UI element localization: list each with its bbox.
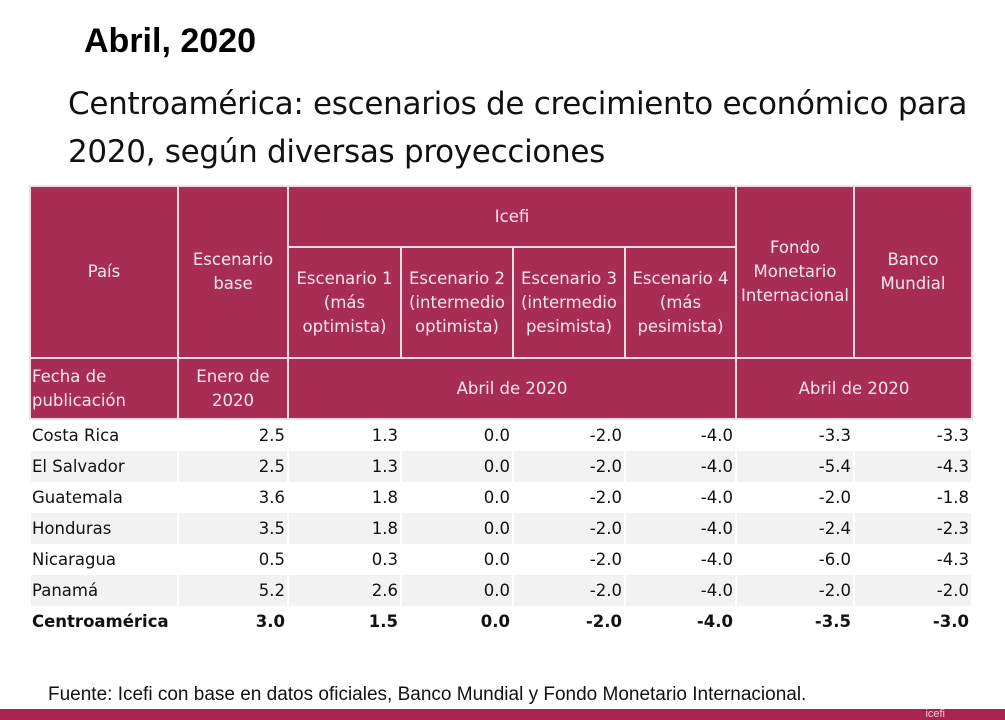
cell-e1: 0.3 xyxy=(287,544,402,575)
header-escenario-3: Escenario 3 (intermedio pesimista) xyxy=(512,246,626,359)
cell-country: Honduras xyxy=(29,513,179,544)
cell-e4: -4.0 xyxy=(624,544,737,575)
total-cell-e2: 0.0 xyxy=(400,606,514,637)
cell-e4: -4.0 xyxy=(624,482,737,513)
cell-e3: -2.0 xyxy=(512,544,626,575)
cell-country: Panamá xyxy=(29,575,179,606)
cell-fmi: -3.3 xyxy=(735,419,855,451)
total-cell-e1: 1.5 xyxy=(287,606,402,637)
cell-e2: 0.0 xyxy=(400,544,514,575)
cell-e1: 1.8 xyxy=(287,513,402,544)
cell-e2: 0.0 xyxy=(400,451,514,482)
total-cell-base: 3.0 xyxy=(177,606,289,637)
table-row: El Salvador 2.5 1.3 0.0 -2.0 -4.0 -5.4 -4.3 xyxy=(29,451,973,482)
source-note: Fuente: Icefi con base en datos oficiale… xyxy=(48,684,807,705)
publication-date-intl: Abril de 2020 xyxy=(735,357,973,420)
cell-bm: -2.0 xyxy=(853,575,973,606)
cell-fmi: -2.0 xyxy=(735,575,855,606)
header-escenario-2: Escenario 2 (intermedio optimista) xyxy=(400,246,514,359)
cell-country: Guatemala xyxy=(29,482,179,513)
cell-e4: -4.0 xyxy=(624,575,737,606)
cell-country: Nicaragua xyxy=(29,544,179,575)
cell-fmi: -5.4 xyxy=(735,451,855,482)
cell-e3: -2.0 xyxy=(512,419,626,451)
cell-e3: -2.0 xyxy=(512,482,626,513)
cell-e3: -2.0 xyxy=(512,575,626,606)
cell-e1: 1.3 xyxy=(287,451,402,482)
cell-bm: -4.3 xyxy=(853,451,973,482)
cell-base: 0.5 xyxy=(177,544,289,575)
total-row: Centroamérica 3.0 1.5 0.0 -2.0 -4.0 -3.5 -3.0 xyxy=(29,606,973,637)
cell-e4: -4.0 xyxy=(624,419,737,451)
publication-date-label: Fecha de publicación xyxy=(29,357,179,420)
cell-country: Costa Rica xyxy=(29,419,179,451)
bottom-bar: icefi xyxy=(0,709,1005,720)
total-cell-bm: -3.0 xyxy=(853,606,973,637)
cell-e2: 0.0 xyxy=(400,513,514,544)
cell-base: 3.5 xyxy=(177,513,289,544)
cell-e2: 0.0 xyxy=(400,575,514,606)
cell-fmi: -6.0 xyxy=(735,544,855,575)
cell-bm: -4.3 xyxy=(853,544,973,575)
cell-e2: 0.0 xyxy=(400,419,514,451)
table-row: Guatemala 3.6 1.8 0.0 -2.0 -4.0 -2.0 -1.8 xyxy=(29,482,973,513)
cell-e3: -2.0 xyxy=(512,513,626,544)
cell-base: 2.5 xyxy=(177,451,289,482)
cell-e4: -4.0 xyxy=(624,513,737,544)
header-banco-mundial: Banco Mundial xyxy=(853,185,973,359)
cell-e2: 0.0 xyxy=(400,482,514,513)
publication-date-base: Enero de 2020 xyxy=(177,357,289,420)
cell-e4: -4.0 xyxy=(624,451,737,482)
publication-date-icefi: Abril de 2020 xyxy=(287,357,737,420)
cell-country: El Salvador xyxy=(29,451,179,482)
cell-base: 2.5 xyxy=(177,419,289,451)
icefi-logo: icefi xyxy=(925,709,945,720)
table-row: Honduras 3.5 1.8 0.0 -2.0 -4.0 -2.4 -2.3 xyxy=(29,513,973,544)
page-title: Centroamérica: escenarios de crecimiento… xyxy=(68,86,968,170)
growth-scenarios-table: País Escenario base Icefi Fondo Monetari… xyxy=(29,185,973,637)
total-cell-fmi: -3.5 xyxy=(735,606,855,637)
cell-bm: -1.8 xyxy=(853,482,973,513)
header-fmi: Fondo Monetario Internacional xyxy=(735,185,855,359)
total-cell-e4: -4.0 xyxy=(624,606,737,637)
cell-e1: 2.6 xyxy=(287,575,402,606)
header-pais: País xyxy=(29,185,179,359)
cell-bm: -3.3 xyxy=(853,419,973,451)
cell-bm: -2.3 xyxy=(853,513,973,544)
header-escenario-base: Escenario base xyxy=(177,185,289,359)
cell-base: 3.6 xyxy=(177,482,289,513)
cell-e3: -2.0 xyxy=(512,451,626,482)
table-row: Panamá 5.2 2.6 0.0 -2.0 -4.0 -2.0 -2.0 xyxy=(29,575,973,606)
header-escenario-4: Escenario 4 (más pesimista) xyxy=(624,246,737,359)
cell-e1: 1.8 xyxy=(287,482,402,513)
table-row: Nicaragua 0.5 0.3 0.0 -2.0 -4.0 -6.0 -4.3 xyxy=(29,544,973,575)
header-icefi-group: Icefi xyxy=(287,185,737,248)
total-cell-e3: -2.0 xyxy=(512,606,626,637)
cell-e1: 1.3 xyxy=(287,419,402,451)
cell-fmi: -2.0 xyxy=(735,482,855,513)
cell-base: 5.2 xyxy=(177,575,289,606)
total-cell-country: Centroamérica xyxy=(29,606,179,637)
date-title: Abril, 2020 xyxy=(84,22,256,60)
table-row: Costa Rica 2.5 1.3 0.0 -2.0 -4.0 -3.3 -3.3 xyxy=(29,419,973,451)
cell-fmi: -2.4 xyxy=(735,513,855,544)
header-escenario-1: Escenario 1 (más optimista) xyxy=(287,246,402,359)
